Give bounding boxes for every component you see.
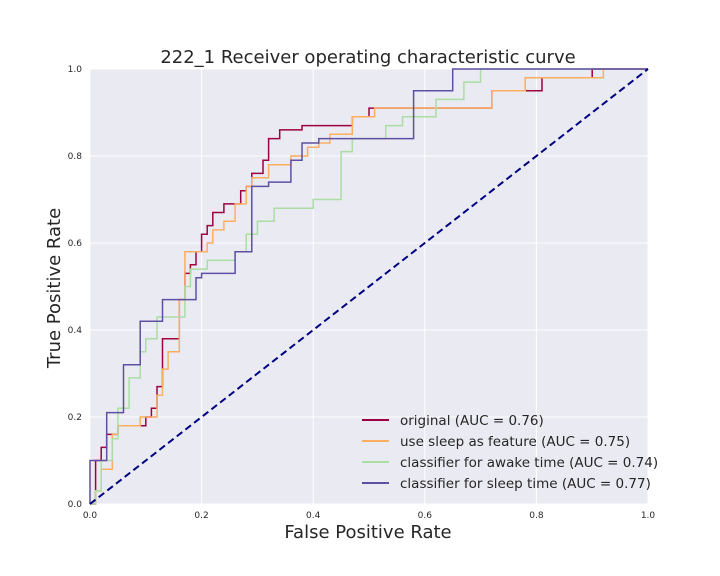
x-tick-label: 0.2 xyxy=(194,511,208,521)
tick-labels: 0.0 0.2 0.4 0.6 0.8 1.0 0.0 0.2 0.4 0.6 0.8 1.0 xyxy=(68,65,656,521)
legend-label-4: classifier for sleep time (AUC = 0.77) xyxy=(400,476,651,492)
x-axis-label: False Positive Rate xyxy=(284,522,451,543)
grid xyxy=(89,68,649,505)
y-tick-label: 0.2 xyxy=(68,413,82,423)
chance-diagonal-line xyxy=(89,68,649,505)
y-tick-label: 1.0 xyxy=(68,65,83,75)
y-tick-label: 0.6 xyxy=(68,239,83,249)
legend-label-1: original (AUC = 0.76) xyxy=(400,413,544,429)
y-axis-label: True Positive Rate xyxy=(44,208,65,369)
x-tick-label: 0.8 xyxy=(529,511,544,521)
y-tick-label: 0.4 xyxy=(68,326,83,336)
y-tick-label: 0.8 xyxy=(68,152,83,162)
legend-label-2: use sleep as feature (AUC = 0.75) xyxy=(400,434,630,450)
series-line-4 xyxy=(89,68,648,504)
y-tick-label: 0.0 xyxy=(68,500,83,510)
legend-label-3: classifier for awake time (AUC = 0.74) xyxy=(400,455,658,471)
series-layer xyxy=(89,68,649,505)
series-line-2 xyxy=(90,69,605,505)
x-tick-label: 0.6 xyxy=(418,511,433,521)
x-tick-label: 0.4 xyxy=(306,511,321,521)
legend: original (AUC = 0.76) use sleep as featur… xyxy=(362,413,658,492)
x-tick-label: 0.0 xyxy=(83,511,98,521)
x-tick-label: 1.0 xyxy=(641,511,656,521)
chart-title: 222_1 Receiver operating characteristic … xyxy=(160,47,575,68)
